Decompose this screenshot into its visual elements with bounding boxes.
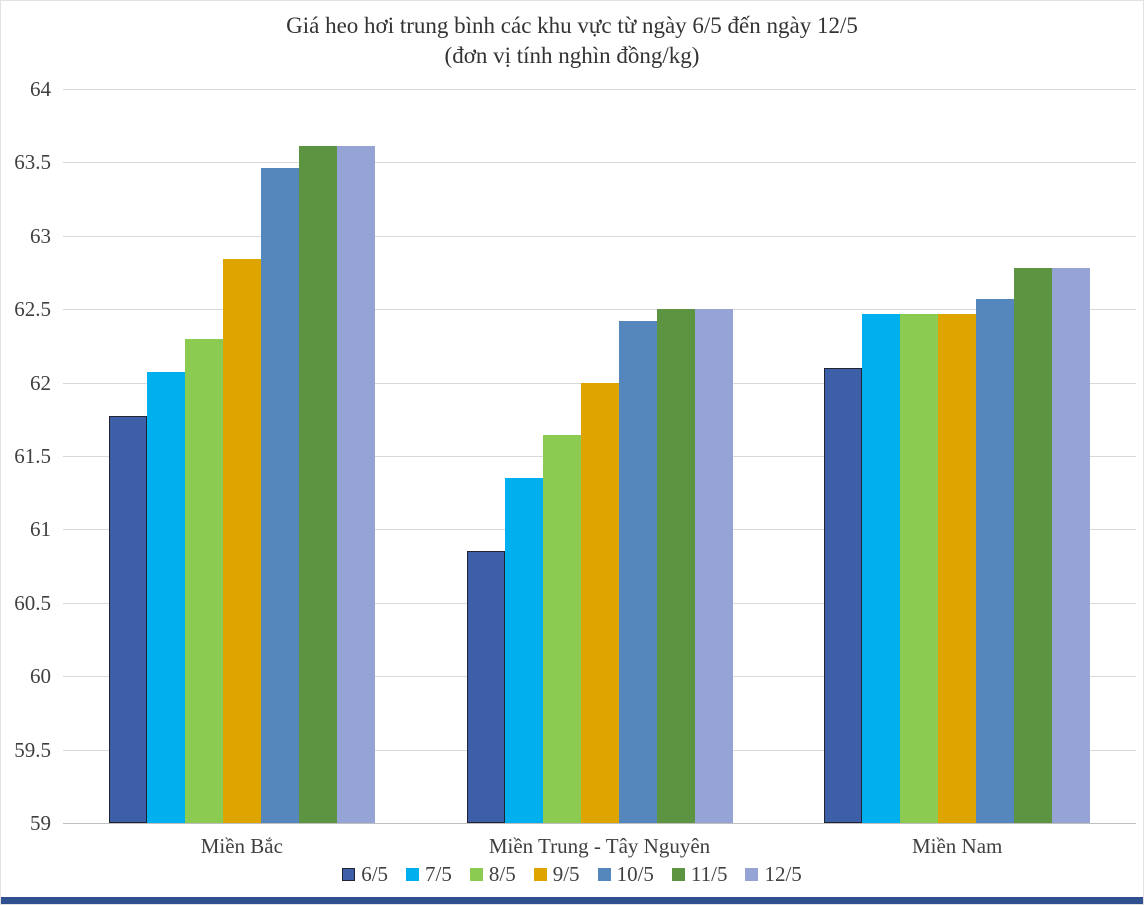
bar-group-1 xyxy=(108,146,375,823)
plot-area: Miền Bắc Miền Trung - Tây Nguyên Miền Nam xyxy=(63,89,1136,858)
legend-label: 12/5 xyxy=(764,862,802,886)
bar-6-5-cat2 xyxy=(466,551,505,823)
y-tick-label: 63.5 xyxy=(14,150,51,175)
bar-8-5-cat3 xyxy=(900,314,939,823)
bar-7-5-cat1 xyxy=(146,372,185,823)
y-tick-label: 60.5 xyxy=(14,590,51,615)
y-tick-label: 61.5 xyxy=(14,444,51,468)
legend-item-10-5: 10/5 xyxy=(597,862,654,887)
x-axis-label-3: Miền Nam xyxy=(911,834,1003,858)
bottom-accent-strip xyxy=(1,897,1143,904)
legend-item-7-5: 7/5 xyxy=(406,862,452,887)
legend-label: 10/5 xyxy=(616,862,654,886)
bar-10-5-cat3 xyxy=(976,299,1015,823)
legend-swatch-7-5 xyxy=(406,868,420,881)
gridline-63 xyxy=(63,235,1136,237)
legend-item-12-5: 12/5 xyxy=(745,862,802,887)
y-tick-label: 59.5 xyxy=(14,737,51,762)
legend-swatch-9-5 xyxy=(533,868,547,881)
bar-11-5-cat3 xyxy=(1014,268,1053,823)
legend-swatch-12-5 xyxy=(745,868,759,881)
y-tick-label: 61 xyxy=(30,517,51,542)
bar-6-5-cat1 xyxy=(108,416,147,823)
legend-label: 9/5 xyxy=(552,862,580,886)
y-tick-label: 63 xyxy=(30,223,51,248)
x-axis-label-1: Miền Bắc xyxy=(200,834,283,858)
legend-item-11-5: 11/5 xyxy=(671,862,728,887)
bar-11-5-cat1 xyxy=(298,146,337,823)
bar-group-2 xyxy=(466,309,733,823)
legend: 6/5 7/5 8/5 9/5 10/5 11/5 12/5 xyxy=(1,862,1143,887)
y-tick-label: 60 xyxy=(30,664,51,689)
bar-group-3 xyxy=(824,268,1091,823)
bar-10-5-cat2 xyxy=(618,321,657,823)
y-tick-label: 64 xyxy=(30,77,51,101)
bar-9-5-cat1 xyxy=(222,259,261,823)
x-axis-label-2: Miền Trung - Tây Nguyên xyxy=(488,834,711,858)
bar-10-5-cat1 xyxy=(260,168,299,823)
legend-item-9-5: 9/5 xyxy=(533,862,580,887)
bar-12-5-cat2 xyxy=(694,309,733,823)
bar-8-5-cat1 xyxy=(184,339,223,823)
bar-6-5-cat3 xyxy=(824,368,863,823)
y-tick-label: 62 xyxy=(30,370,51,395)
legend-label: 8/5 xyxy=(488,862,516,886)
bar-12-5-cat3 xyxy=(1052,268,1091,823)
legend-swatch-11-5 xyxy=(671,868,685,881)
y-tick-label: 59 xyxy=(30,811,51,835)
chart-title-block: Giá heo hơi trung bình các khu vực từ ng… xyxy=(1,11,1143,71)
legend-item-8-5: 8/5 xyxy=(469,862,516,887)
legend-swatch-6-5 xyxy=(342,868,356,881)
legend-label: 7/5 xyxy=(425,862,452,886)
bar-9-5-cat2 xyxy=(580,383,619,823)
legend-label: 6/5 xyxy=(361,862,389,886)
bar-12-5-cat1 xyxy=(336,146,375,823)
legend-label: 11/5 xyxy=(690,862,728,886)
bar-8-5-cat2 xyxy=(542,435,581,823)
gridline-62.5 xyxy=(63,309,1136,311)
y-tick-label: 62.5 xyxy=(14,297,51,322)
legend-swatch-8-5 xyxy=(469,868,483,881)
bar-7-5-cat2 xyxy=(504,478,543,823)
chart-title: Giá heo hơi trung bình các khu vực từ ng… xyxy=(286,13,858,38)
legend-swatch-10-5 xyxy=(597,868,611,881)
gridline-64 xyxy=(63,89,1136,90)
gridline-63.5 xyxy=(63,162,1136,164)
bar-11-5-cat2 xyxy=(656,309,695,823)
legend-item-6-5: 6/5 xyxy=(342,862,388,887)
bar-7-5-cat3 xyxy=(862,314,901,823)
chart-subtitle: (đơn vị tính nghìn đồng/kg) xyxy=(444,43,700,68)
bar-9-5-cat3 xyxy=(938,314,977,823)
